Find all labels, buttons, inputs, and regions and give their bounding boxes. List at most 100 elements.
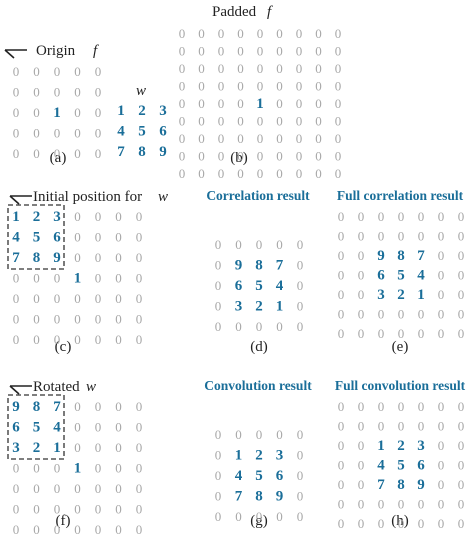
correlation-result-grid-cell: 0 bbox=[215, 237, 222, 252]
rotated-w-grid-cell: 0 bbox=[54, 461, 61, 476]
rotated-w-grid-cell: 9 bbox=[12, 399, 20, 415]
padded-f-matrix-cell: 0 bbox=[218, 131, 225, 146]
initial-position-grid-cell: 0 bbox=[136, 312, 143, 327]
full-convolution-grid-cell: 0 bbox=[438, 458, 445, 473]
full-convolution-grid-cell: 0 bbox=[338, 399, 345, 414]
f-label: f bbox=[93, 43, 99, 59]
f-matrix-cell: 0 bbox=[54, 64, 61, 79]
full-convolution-grid-cell: 0 bbox=[358, 458, 365, 473]
padded-f-matrix-cell: 0 bbox=[315, 96, 322, 111]
full-convolution-grid-cell: 3 bbox=[417, 438, 425, 454]
padded-f-matrix-cell: 0 bbox=[296, 166, 303, 181]
rotated-w-grid-cell: 0 bbox=[95, 420, 102, 435]
full-correlation-grid-cell: 0 bbox=[358, 307, 365, 322]
padded-f-matrix-cell: 0 bbox=[237, 114, 244, 129]
f-matrix-cell: 0 bbox=[95, 146, 102, 161]
correlation-result-grid-cell: 5 bbox=[255, 278, 263, 294]
full-correlation-grid-cell: 0 bbox=[358, 326, 365, 341]
padded-f-matrix-cell: 0 bbox=[237, 96, 244, 111]
rotated-w-grid-cell: 0 bbox=[136, 522, 143, 537]
rotated-w-grid-cell: 0 bbox=[13, 502, 20, 517]
convolution-result-grid-cell: 0 bbox=[215, 489, 222, 504]
initial-position-grid-cell: 0 bbox=[115, 332, 122, 347]
initial-position-grid-cell: 2 bbox=[33, 209, 41, 225]
convolution-result-grid-cell: 0 bbox=[235, 509, 242, 524]
initial-position-grid-cell: 0 bbox=[115, 230, 122, 245]
rotated-w-grid-cell: 0 bbox=[136, 461, 143, 476]
full-correlation-grid-cell: 0 bbox=[338, 268, 345, 283]
full-correlation-grid-cell: 0 bbox=[338, 287, 345, 302]
full-correlation-grid-cell: 0 bbox=[338, 326, 345, 341]
panel-label-g: (g) bbox=[250, 513, 268, 529]
full-convolution-grid-cell: 0 bbox=[338, 477, 345, 492]
initial-position-grid-cell: 0 bbox=[74, 209, 81, 224]
full-convolution-grid-cell: 0 bbox=[438, 419, 445, 434]
initial-position-grid-cell: 0 bbox=[95, 230, 102, 245]
full-convolution-grid-cell: 0 bbox=[338, 497, 345, 512]
full-correlation-grid-cell: 0 bbox=[398, 209, 405, 224]
correlation-result-grid-cell: 0 bbox=[297, 278, 304, 293]
full-convolution-grid-cell: 0 bbox=[358, 516, 365, 531]
padded-f-matrix-cell: 0 bbox=[276, 166, 283, 181]
padded-f-matrix-cell: 0 bbox=[257, 44, 264, 59]
full-convolution-grid-cell: 0 bbox=[358, 477, 365, 492]
w-kernel-cell: 5 bbox=[138, 124, 146, 140]
padded-f-matrix-cell: 0 bbox=[198, 149, 205, 164]
initial-position-grid-cell: 9 bbox=[53, 250, 61, 266]
initial-position-grid-cell: 0 bbox=[95, 209, 102, 224]
padded-f-matrix-cell: 0 bbox=[179, 166, 186, 181]
padded-f-matrix-cell: 0 bbox=[296, 96, 303, 111]
full-convolution-grid-cell: 0 bbox=[358, 438, 365, 453]
full-correlation-grid-cell: 0 bbox=[438, 229, 445, 244]
padded-f-matrix-cell: 0 bbox=[179, 114, 186, 129]
full-convolution-grid-cell: 0 bbox=[398, 497, 405, 512]
initial-position-grid-cell: 4 bbox=[12, 230, 20, 246]
padded-f-matrix-cell: 0 bbox=[179, 131, 186, 146]
padded-f-matrix-cell: 0 bbox=[237, 79, 244, 94]
convolution-result-grid-cell: 2 bbox=[255, 448, 263, 464]
initial-position-grid-cell: 0 bbox=[95, 291, 102, 306]
full-correlation-grid-cell: 4 bbox=[417, 268, 425, 284]
full-correlation-grid-cell: 0 bbox=[458, 268, 465, 283]
padded-f-matrix-cell: 0 bbox=[315, 166, 322, 181]
full-convolution-grid-cell: 0 bbox=[418, 516, 425, 531]
convolution-result-grid-cell: 1 bbox=[235, 448, 243, 464]
full-correlation-grid-cell: 0 bbox=[418, 326, 425, 341]
padded-f-matrix-cell: 0 bbox=[237, 61, 244, 76]
full-correlation-grid-cell: 0 bbox=[418, 307, 425, 322]
full-correlation-grid-cell: 0 bbox=[438, 268, 445, 283]
w-kernel-cell: 8 bbox=[138, 144, 146, 160]
rotated-w-grid-cell: 0 bbox=[115, 440, 122, 455]
padded-f-matrix-cell: 0 bbox=[237, 166, 244, 181]
rotated-w-grid-cell: 0 bbox=[54, 522, 61, 537]
full-correlation-grid-cell: 5 bbox=[397, 268, 405, 284]
rotated-w-grid-cell: 0 bbox=[115, 481, 122, 496]
convolution-result-grid-cell: 0 bbox=[297, 427, 304, 442]
padded-f-matrix-cell: 0 bbox=[296, 114, 303, 129]
padded-label: Padded bbox=[212, 4, 257, 20]
rotated-w-grid-cell: 5 bbox=[33, 420, 41, 436]
correlation-result-grid-cell: 0 bbox=[215, 258, 222, 273]
initial-position-grid-cell: 0 bbox=[54, 332, 61, 347]
padded-f-matrix-cell: 0 bbox=[257, 131, 264, 146]
full-convolution-grid-cell: 0 bbox=[418, 419, 425, 434]
full-convolution-grid-cell: 0 bbox=[438, 477, 445, 492]
full-convolution-grid-cell: 0 bbox=[378, 497, 385, 512]
full-convolution-title: Full convolution result bbox=[335, 378, 466, 393]
correlation-result-grid-cell: 2 bbox=[255, 299, 263, 315]
padded-f-matrix-cell: 0 bbox=[335, 44, 342, 59]
f-matrix-cell: 0 bbox=[54, 126, 61, 141]
padded-f-matrix-cell: 0 bbox=[315, 61, 322, 76]
full-convolution-grid-cell: 0 bbox=[458, 419, 465, 434]
padded-f-matrix-cell: 0 bbox=[335, 166, 342, 181]
initial-position-grid-cell: 0 bbox=[54, 291, 61, 306]
convolution-result-grid-cell: 0 bbox=[276, 427, 283, 442]
convolution-result-grid-cell: 9 bbox=[276, 489, 284, 505]
padded-f-matrix-cell: 0 bbox=[198, 131, 205, 146]
padded-f-matrix-cell: 0 bbox=[218, 149, 225, 164]
correlation-result-grid-cell: 0 bbox=[276, 319, 283, 334]
f-matrix-cell: 0 bbox=[54, 85, 61, 100]
f-matrix-cell: 0 bbox=[13, 126, 20, 141]
full-correlation-grid-cell: 0 bbox=[378, 229, 385, 244]
padded-f-matrix-cell: 0 bbox=[179, 96, 186, 111]
